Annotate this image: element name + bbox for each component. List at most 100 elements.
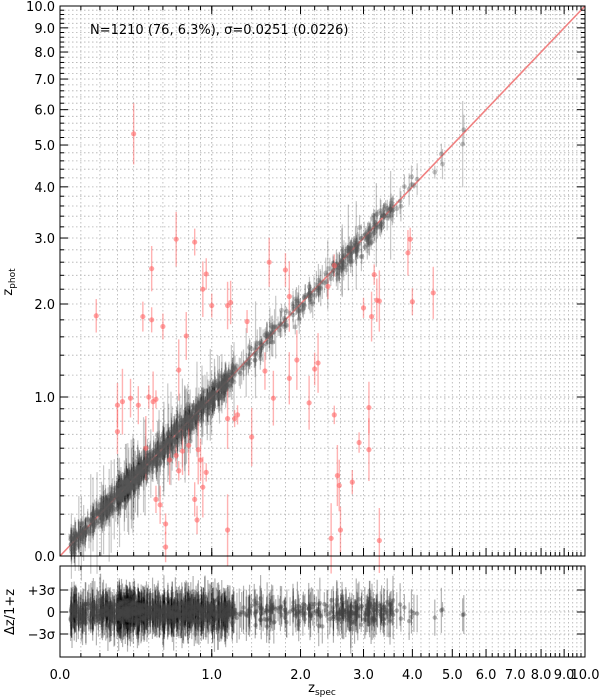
residual-point — [367, 601, 373, 607]
residual-point — [277, 609, 282, 615]
data-point — [203, 408, 209, 414]
data-point — [293, 296, 298, 302]
data-point — [103, 503, 108, 508]
residual-point — [174, 605, 179, 611]
data-point — [123, 478, 129, 484]
residual-point — [109, 606, 115, 611]
data-point — [205, 402, 210, 408]
residual-point — [129, 609, 134, 615]
data-point — [116, 491, 122, 497]
residual-point — [118, 610, 124, 615]
residual-point — [148, 609, 154, 615]
data-point — [259, 342, 265, 348]
residual-point — [120, 604, 125, 609]
data-point — [303, 292, 308, 298]
data-point — [200, 403, 206, 409]
residual-point — [224, 612, 229, 618]
data-point — [192, 418, 198, 424]
data-point — [348, 246, 354, 252]
residual-point — [130, 600, 136, 605]
data-point — [222, 383, 227, 389]
data-point — [165, 441, 171, 446]
residual-point — [307, 606, 312, 611]
residual-point — [177, 602, 183, 607]
residual-point — [187, 613, 192, 618]
data-point — [118, 490, 124, 496]
residual-point — [154, 608, 159, 614]
residual-point — [163, 619, 169, 624]
residual-point — [131, 617, 136, 622]
data-point — [301, 295, 307, 301]
data-point — [120, 491, 125, 497]
residual-point — [193, 618, 198, 623]
residual-point — [309, 601, 314, 607]
data-point — [229, 370, 235, 376]
residual-point — [182, 608, 188, 614]
residual-point — [223, 611, 228, 616]
residual-point — [110, 612, 115, 617]
residual-point — [306, 606, 311, 611]
data-point — [200, 404, 206, 410]
data-point — [109, 490, 115, 496]
data-point — [79, 520, 85, 526]
data-point — [141, 470, 146, 476]
residual-point — [115, 614, 121, 619]
data-point — [171, 432, 177, 438]
data-point — [111, 495, 117, 501]
residual-point — [117, 613, 123, 618]
residual-point — [124, 604, 129, 610]
data-point — [174, 423, 180, 428]
residual-point — [123, 608, 128, 613]
data-point — [118, 487, 124, 492]
residual-point — [95, 604, 100, 609]
data-point — [77, 528, 83, 534]
residual-point — [90, 612, 95, 617]
data-point — [132, 486, 138, 492]
residual-point — [267, 617, 273, 623]
data-point — [186, 417, 192, 423]
residual-point — [232, 607, 238, 613]
data-point — [129, 470, 135, 476]
data-point — [102, 503, 107, 509]
data-point — [162, 450, 167, 456]
data-point — [140, 468, 146, 474]
residual-point — [241, 605, 246, 610]
residual-point — [150, 600, 155, 605]
outlier-point — [360, 305, 367, 311]
data-point — [294, 300, 300, 306]
residual-point — [79, 612, 85, 618]
data-point — [348, 245, 353, 251]
data-point — [123, 487, 128, 493]
residual-point — [297, 618, 302, 624]
data-point — [388, 212, 394, 218]
residual-point — [317, 612, 323, 618]
residual-point — [203, 613, 209, 619]
data-point — [100, 514, 105, 520]
residual-point — [158, 601, 164, 606]
data-point — [152, 458, 158, 464]
data-point — [155, 441, 161, 447]
residual-point — [175, 605, 180, 610]
residual-point — [91, 609, 96, 614]
residual-point — [355, 614, 360, 619]
data-point — [180, 425, 186, 431]
data-point — [208, 393, 214, 399]
residual-point — [140, 609, 145, 614]
data-point — [268, 333, 273, 338]
data-point — [340, 260, 346, 266]
outlier-point — [371, 272, 377, 278]
data-point — [324, 279, 330, 285]
residual-point — [88, 612, 93, 618]
data-point — [92, 516, 98, 522]
data-point — [181, 418, 187, 423]
residual-point — [211, 613, 217, 618]
residual-point — [169, 612, 174, 618]
residual-point — [162, 609, 167, 615]
data-point — [116, 496, 122, 502]
residual-point — [369, 604, 375, 610]
residual-point — [136, 612, 142, 617]
residual-point — [221, 612, 226, 617]
residual-point — [185, 617, 190, 622]
residual-point — [199, 609, 204, 614]
data-point — [354, 244, 360, 250]
